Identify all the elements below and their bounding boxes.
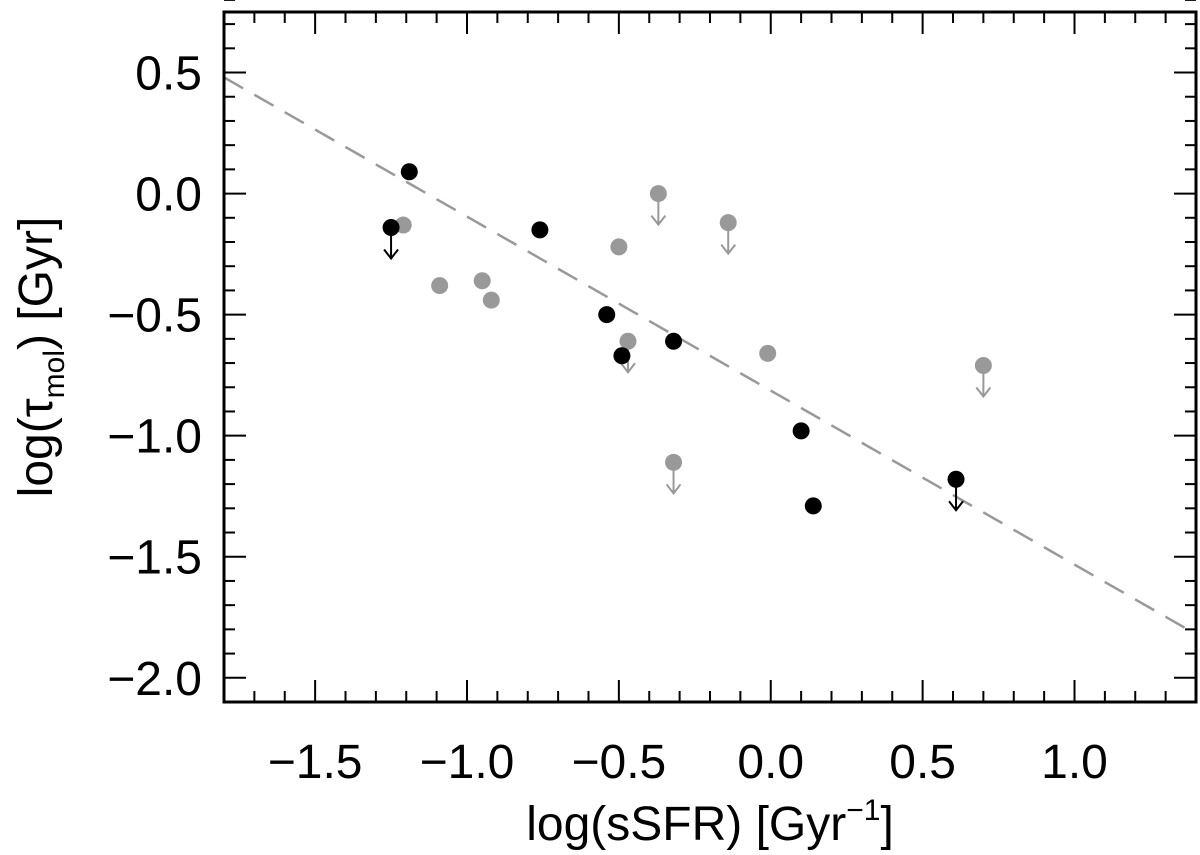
arrow-head	[665, 483, 682, 495]
y-axis-title: log(τmol) [Gyr]	[10, 217, 71, 498]
tick-labels: −1.5 −1.0 −0.5 0.0 0.5 1.0 0.5 0.0 −0.5 −1.0 −1.5 −…	[107, 48, 1108, 789]
gray-data-point	[473, 272, 491, 290]
black-data-point	[382, 218, 400, 236]
y-tick-label: 0.0	[135, 169, 202, 222]
x-axis-title-base: log(sSFR) [Gyr	[526, 798, 846, 851]
data-points	[382, 163, 992, 515]
x-tick-label: −1.0	[420, 736, 515, 789]
x-axis-title: log(sSFR) [Gyr−1]	[526, 794, 894, 851]
x-tick-label: −0.5	[571, 736, 666, 789]
x-tick-label: 0.5	[889, 736, 956, 789]
gray-data-point	[482, 291, 500, 309]
gray-data-point	[619, 332, 637, 350]
fit-line	[223, 76, 1197, 636]
y-axis-title-sub: mol	[38, 350, 71, 398]
black-data-point	[400, 163, 418, 181]
arrow-head	[720, 244, 737, 256]
gray-data-point	[431, 277, 449, 295]
gray-data-point	[974, 356, 992, 374]
x-axis-title-end: ]	[880, 798, 893, 851]
arrow-head	[383, 248, 399, 261]
gray-data-point	[610, 238, 628, 256]
y-axis-title-base: log(τ	[10, 398, 63, 497]
black-data-point	[598, 306, 616, 324]
black-data-point	[947, 470, 965, 488]
gray-data-point	[665, 453, 683, 471]
y-tick-label: −1.5	[107, 532, 202, 585]
y-tick-label: 0.5	[135, 48, 202, 101]
gray-data-point	[719, 214, 737, 232]
axis-ticks	[223, 0, 1197, 703]
y-tick-label: −1.0	[107, 411, 202, 464]
fit-line-layer	[223, 76, 1197, 636]
y-tick-label: −0.5	[107, 290, 202, 343]
black-data-point	[804, 497, 822, 515]
black-data-point	[613, 347, 631, 365]
black-data-point	[665, 332, 683, 350]
arrow-head	[620, 362, 636, 374]
arrow-head	[975, 386, 992, 399]
gray-data-point	[649, 185, 667, 203]
y-tick-label: −2.0	[107, 653, 202, 706]
plot-frame	[222, 10, 1198, 704]
y-axis-title-end: ) [Gyr]	[10, 217, 63, 350]
black-data-point	[792, 422, 810, 440]
arrow-head	[650, 214, 667, 227]
x-tick-label: 1.0	[1041, 736, 1108, 789]
x-tick-label: −1.5	[268, 736, 363, 789]
arrow-head	[948, 500, 964, 512]
black-data-point	[531, 221, 549, 239]
x-axis-title-sup: −1	[846, 794, 880, 827]
gray-data-point	[759, 344, 777, 362]
x-tick-label: 0.0	[737, 736, 804, 789]
